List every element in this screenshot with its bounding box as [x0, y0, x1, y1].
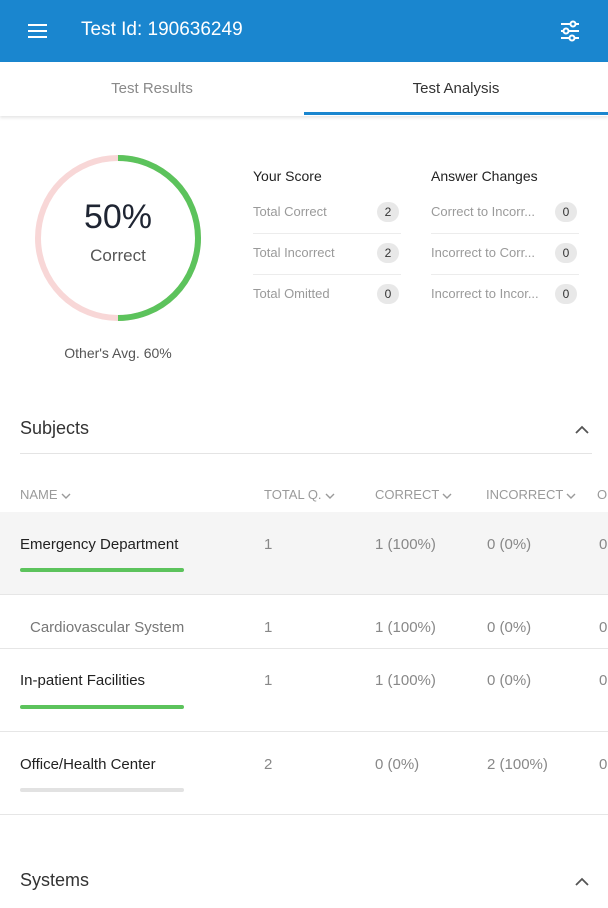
page-title: Test Id: 190636249 — [81, 19, 243, 40]
row-total: 1 — [264, 619, 273, 636]
column-header-name[interactable]: NAME — [20, 487, 72, 502]
systems-section-header[interactable]: Systems — [0, 858, 608, 908]
column-label: INCORRECT — [486, 487, 564, 502]
stat-label: Incorrect to Corr... — [431, 245, 536, 260]
row-incorrect: 2 (100%) — [487, 756, 548, 773]
menu-icon[interactable] — [24, 20, 52, 42]
column-label: CORRECT — [375, 487, 440, 502]
column-header-total[interactable]: TOTAL Q. — [264, 487, 336, 502]
chevron-down-icon — [442, 493, 452, 499]
row-total: 2 — [264, 756, 273, 773]
score-percent: 50% — [83, 198, 153, 236]
active-tab-indicator — [304, 112, 608, 115]
score-donut-chart — [35, 155, 201, 321]
stat-incorrect-to-correct: Incorrect to Corr... 0 — [431, 235, 579, 275]
row-name: Emergency Department — [20, 536, 179, 553]
stat-badge: 0 — [377, 284, 399, 304]
row-correct: 1 (100%) — [375, 672, 436, 689]
table-row[interactable]: In-patient Facilities 1 1 (100%) 0 (0%) … — [0, 649, 608, 732]
stat-correct-to-incorrect: Correct to Incorr... 0 — [431, 194, 579, 234]
row-correct: 1 (100%) — [375, 536, 436, 553]
table-row[interactable]: Office/Health Center 2 0 (0%) 2 (100%) 0 — [0, 732, 608, 815]
row-incorrect: 0 (0%) — [487, 672, 532, 689]
chevron-down-icon — [61, 493, 71, 499]
section-divider — [20, 453, 592, 454]
tab-bar: Test Results Test Analysis — [0, 62, 608, 116]
column-label: NAME — [20, 487, 58, 502]
systems-title: Systems — [20, 870, 90, 890]
row-name: Cardiovascular System — [30, 619, 185, 636]
subjects-section-header[interactable]: Subjects — [0, 406, 608, 456]
answer-changes-heading: Answer Changes — [431, 168, 538, 184]
progress-bar — [20, 568, 184, 572]
tab-test-analysis[interactable]: Test Analysis — [412, 80, 500, 97]
your-score-heading: Your Score — [253, 168, 322, 184]
stat-total-correct: Total Correct 2 — [253, 194, 401, 234]
chevron-down-icon — [325, 493, 335, 499]
column-label: TOTAL Q. — [264, 487, 322, 502]
stat-label: Total Omitted — [253, 286, 330, 301]
column-header-omitted[interactable]: O — [597, 487, 608, 502]
stat-label: Total Incorrect — [253, 245, 335, 260]
table-row[interactable]: Emergency Department 1 1 (100%) 0 (0%) 0 — [0, 512, 608, 595]
stat-incorrect-to-incorrect: Incorrect to Incor... 0 — [431, 276, 579, 316]
row-omitted: 0 — [599, 756, 608, 773]
table-row[interactable]: Cardiovascular System 1 1 (100%) 0 (0%) … — [0, 595, 608, 649]
app-bar: Test Id: 190636249 — [0, 0, 608, 62]
stat-label: Correct to Incorr... — [431, 204, 536, 219]
row-incorrect: 0 (0%) — [487, 619, 532, 636]
sliders-icon[interactable] — [556, 18, 584, 44]
stat-badge: 2 — [377, 202, 399, 222]
subjects-title: Subjects — [20, 418, 90, 438]
stat-badge: 0 — [555, 243, 577, 263]
stat-label: Incorrect to Incor... — [431, 286, 539, 301]
row-total: 1 — [264, 672, 273, 689]
progress-bar — [20, 705, 184, 709]
row-correct: 1 (100%) — [375, 619, 436, 636]
row-total: 1 — [264, 536, 273, 553]
column-header-incorrect[interactable]: INCORRECT — [486, 487, 577, 502]
score-label: Correct — [90, 246, 146, 265]
stat-badge: 0 — [555, 284, 577, 304]
row-omitted: 0 — [599, 536, 608, 553]
stat-badge: 2 — [377, 243, 399, 263]
row-correct: 0 (0%) — [375, 756, 420, 773]
stat-badge: 0 — [555, 202, 577, 222]
stat-label: Total Correct — [253, 204, 327, 219]
column-header-correct[interactable]: CORRECT — [375, 487, 453, 502]
tab-test-results[interactable]: Test Results — [111, 80, 193, 97]
chevron-up-icon[interactable] — [572, 872, 592, 892]
row-incorrect: 0 (0%) — [487, 536, 532, 553]
row-name: Office/Health Center — [20, 756, 156, 773]
donut-correct-arc — [117, 155, 201, 321]
stat-total-omitted: Total Omitted 0 — [253, 276, 401, 316]
progress-bar — [20, 788, 184, 792]
row-name: In-patient Facilities — [20, 672, 146, 689]
stat-total-incorrect: Total Incorrect 2 — [253, 235, 401, 275]
chevron-up-icon[interactable] — [572, 420, 592, 440]
row-omitted: 0 — [599, 672, 608, 689]
others-average: Other's Avg. 60% — [64, 345, 172, 361]
chevron-down-icon — [566, 493, 576, 499]
row-omitted: 0 — [599, 619, 608, 636]
